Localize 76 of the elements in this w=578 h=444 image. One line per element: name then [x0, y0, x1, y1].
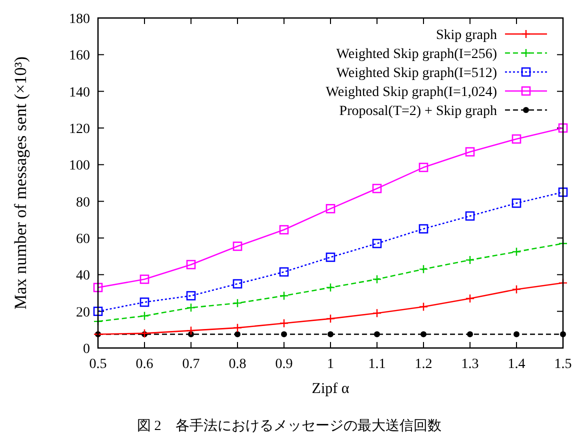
x-axis-title: Zipf α [312, 381, 350, 397]
y-tick-label: 100 [69, 158, 90, 174]
point [326, 252, 336, 262]
x-tick-label: 1.4 [508, 357, 526, 372]
point [93, 306, 103, 316]
point [514, 331, 520, 338]
x-tick-label: 1 [327, 357, 334, 372]
point [512, 284, 522, 294]
point [418, 224, 428, 234]
point [418, 302, 428, 312]
point [232, 279, 242, 288]
point [372, 238, 382, 248]
point [328, 331, 334, 338]
y-tick-label: 40 [76, 268, 90, 284]
point [372, 308, 382, 318]
caption: 図 2 各手法におけるメッセージの最大送信回数 [136, 418, 442, 434]
x-tick-label: 1.1 [368, 357, 386, 372]
point [372, 274, 382, 284]
point [326, 282, 336, 292]
point [418, 162, 428, 172]
x-tick-label: 0.7 [182, 357, 200, 372]
point [465, 294, 475, 304]
point [465, 211, 475, 221]
x-tick-label: 0.6 [136, 357, 154, 372]
point [420, 331, 426, 338]
legend-label: Weighted Skip graph(I=512) [336, 66, 498, 81]
point [326, 204, 336, 214]
point [232, 323, 242, 332]
point [186, 291, 196, 300]
y-tick-label: 160 [69, 48, 90, 64]
point [234, 331, 240, 338]
y-tick-label: 140 [69, 85, 90, 100]
point [232, 242, 242, 251]
point [93, 282, 103, 292]
point [558, 123, 568, 133]
legend-label: Skip graph [436, 28, 497, 43]
point [467, 331, 473, 338]
point [186, 326, 196, 336]
point [140, 328, 150, 338]
point [372, 184, 382, 194]
x-tick-label: 1.3 [461, 357, 479, 372]
y-tick-label: 120 [69, 122, 90, 137]
point [465, 147, 475, 156]
point [512, 247, 522, 256]
point [186, 260, 196, 270]
point [512, 134, 522, 144]
y-tick-label: 60 [76, 232, 90, 247]
point [186, 303, 196, 312]
legend-label: Weighted Skip graph(I=256) [336, 47, 498, 62]
x-tick-label: 0.9 [275, 357, 293, 372]
point [558, 188, 568, 197]
y-tick-label: 180 [69, 12, 90, 27]
point [418, 264, 428, 274]
point [374, 331, 380, 338]
point [140, 298, 150, 307]
y-tick-label: 0 [83, 342, 90, 357]
point [281, 331, 287, 338]
x-tick-label: 1.2 [414, 357, 432, 372]
point [465, 255, 475, 265]
legend-label: Proposal(T=2) + Skip graph [339, 104, 497, 119]
point [279, 267, 289, 277]
point [232, 298, 242, 308]
y-tick-label: 80 [76, 195, 90, 210]
x-tick-label: 0.5 [89, 357, 107, 372]
x-tick-label: 1.5 [554, 357, 572, 372]
point [326, 314, 336, 324]
legend-label: Weighted Skip graph(I=1,024) [326, 85, 498, 100]
point [279, 225, 289, 234]
point [140, 274, 150, 284]
y-axis-title: Max number of messages sent (×10³) [11, 56, 30, 310]
point [279, 291, 289, 300]
y-tick-label: 20 [76, 305, 90, 320]
point [140, 311, 150, 321]
point [279, 318, 289, 328]
point [512, 198, 522, 208]
x-tick-label: 0.8 [228, 357, 246, 372]
